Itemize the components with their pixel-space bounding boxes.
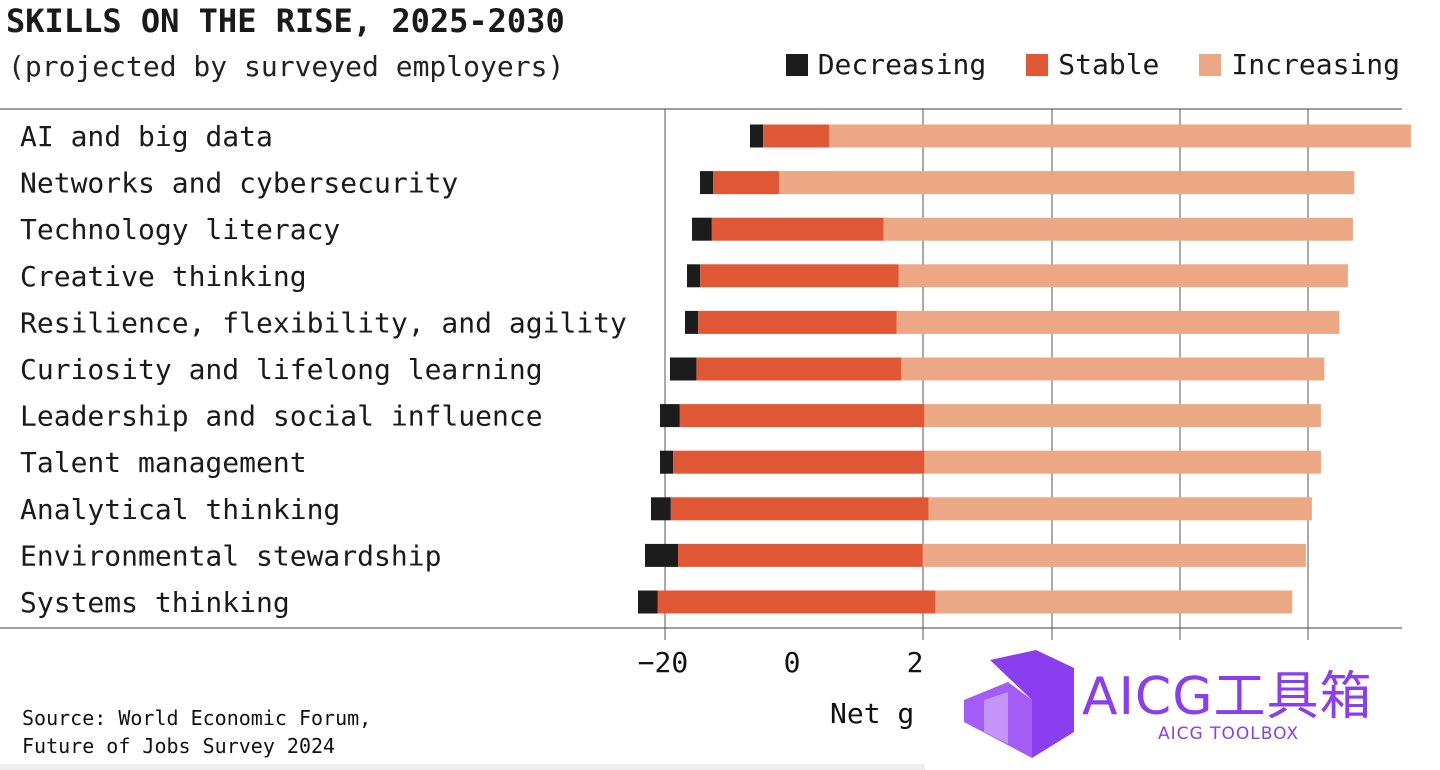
bar-stable-4 (698, 310, 897, 334)
chart-title: SKILLS ON THE RISE, 2025-2030 (6, 2, 565, 40)
x-tick-label: −20 (638, 646, 689, 679)
category-label: Resilience, flexibility, and agility (20, 306, 627, 339)
legend-label-decreasing: Decreasing (817, 48, 987, 81)
legend-item-decreasing: Decreasing (785, 48, 987, 81)
watermark-logo-icon (964, 650, 1074, 758)
category-label: Talent management (20, 446, 307, 479)
legend: Decreasing Stable Increasing (785, 48, 1400, 81)
bar-stable-1 (713, 171, 780, 195)
bottom-strip (0, 764, 925, 770)
bar-increasing-9 (922, 543, 1306, 567)
legend-item-stable: Stable (1026, 48, 1159, 81)
bar-stable-8 (670, 497, 929, 521)
bar-decreasing-5 (670, 357, 697, 381)
bar-increasing-3 (898, 264, 1348, 288)
bar-increasing-4 (896, 310, 1340, 334)
legend-item-increasing: Increasing (1199, 48, 1400, 81)
category-label: Leadership and social influence (20, 400, 543, 433)
bar-decreasing-0 (750, 124, 764, 148)
bar-increasing-10 (935, 590, 1293, 614)
bar-decreasing-4 (685, 310, 699, 334)
source-note: Source: World Economic Forum, Future of … (22, 704, 371, 760)
bar-decreasing-9 (645, 543, 679, 567)
x-tick-label: 2 (907, 646, 924, 679)
bar-increasing-6 (924, 404, 1321, 428)
bar-decreasing-1 (700, 171, 714, 195)
bar-stable-0 (763, 124, 830, 148)
x-tick-label: 0 (784, 646, 801, 679)
chart-subtitle: (projected by surveyed employers) (8, 50, 565, 83)
category-label: Analytical thinking (20, 493, 340, 526)
bar-decreasing-3 (687, 264, 701, 288)
legend-label-stable: Stable (1058, 48, 1160, 81)
chart-area: −20 0 2 AI and big data Networks and cyberse… (0, 108, 1411, 679)
bar-increasing-0 (829, 124, 1411, 148)
legend-swatch-increasing (1199, 53, 1222, 76)
category-label: AI and big data (20, 120, 273, 153)
category-label: Environmental stewardship (20, 539, 441, 572)
bar-stable-10 (657, 590, 936, 614)
bar-stable-5 (696, 357, 902, 381)
watermark: AICG工具箱 AICG TOOLBOX (962, 648, 1412, 764)
category-label: Networks and cybersecurity (20, 167, 458, 200)
bar-increasing-8 (928, 497, 1312, 521)
source-line-2: Future of Jobs Survey 2024 (22, 734, 336, 758)
bar-decreasing-2 (692, 217, 712, 241)
bar-stable-6 (679, 404, 925, 428)
watermark-subtext: AICG TOOLBOX (1158, 724, 1300, 744)
bar-increasing-1 (779, 171, 1355, 195)
legend-swatch-decreasing (785, 53, 808, 76)
category-label: Creative thinking (20, 260, 307, 293)
category-label: Technology literacy (20, 213, 340, 246)
legend-label-increasing: Increasing (1231, 48, 1400, 81)
bar-decreasing-7 (660, 450, 674, 474)
watermark-text: AICG工具箱 (1082, 667, 1373, 727)
bar-stable-9 (678, 543, 923, 567)
bar-stable-7 (673, 450, 925, 474)
bar-decreasing-10 (638, 590, 658, 614)
legend-swatch-stable (1026, 53, 1049, 76)
category-label: Curiosity and lifelong learning (20, 353, 543, 386)
bar-increasing-2 (883, 217, 1353, 241)
bar-decreasing-6 (660, 404, 680, 428)
bar-increasing-7 (924, 450, 1321, 474)
category-label: Systems thinking (20, 586, 290, 619)
bar-stable-3 (700, 264, 899, 288)
x-axis-label: Net g (830, 697, 915, 730)
source-line-1: Source: World Economic Forum, (22, 706, 372, 730)
bar-decreasing-8 (651, 497, 671, 521)
bar-stable-2 (711, 217, 884, 241)
bar-increasing-5 (901, 357, 1325, 381)
